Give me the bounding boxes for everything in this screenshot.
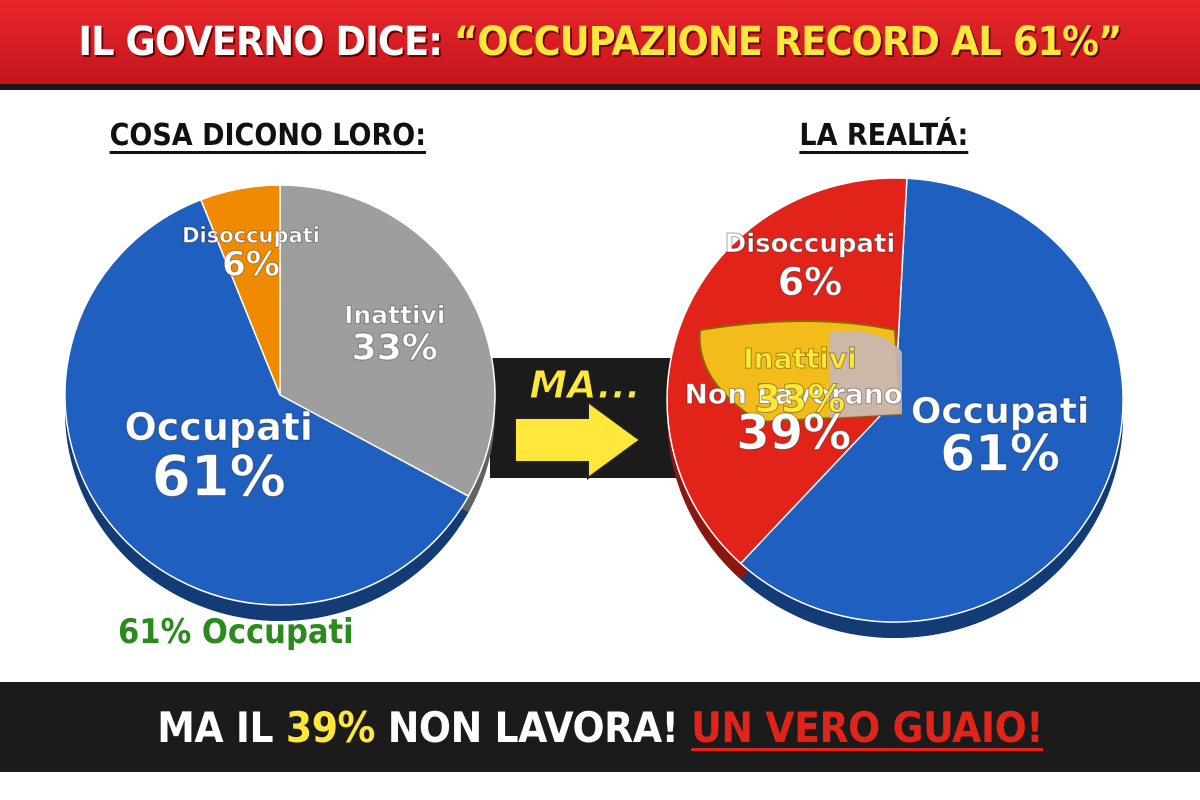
left-slice-occupati: [64, 198, 470, 606]
right-annotation-value-disoccupati: 6%: [778, 260, 843, 304]
bottom-alert: UN VERO GUAIO!: [690, 702, 1043, 752]
left-value-disoccupati: 6%: [222, 244, 280, 284]
header-title-prefix: IL GOVERNO DICE:: [78, 19, 455, 65]
left-slice-inattivi: [279, 184, 496, 498]
left-pie-slices: [64, 184, 496, 606]
bottom-highlight: 39%: [285, 702, 376, 752]
right-annotation-label-disoccupati: Disoccupati: [725, 229, 896, 259]
inattivi-gray-overlay: [830, 330, 902, 418]
left-label-occupati: Occupati: [124, 405, 312, 449]
header-title: IL GOVERNO DICE: “OCCUPAZIONE RECORD AL …: [78, 19, 1122, 65]
header-banner: IL GOVERNO DICE: “OCCUPAZIONE RECORD AL …: [0, 0, 1200, 90]
left-value-inattivi: 33%: [352, 327, 438, 368]
left-value-occupati: 61%: [152, 444, 286, 509]
right-label-non-lavorano: Non Lavorano: [684, 377, 902, 410]
right-value-occupati: 61%: [940, 425, 1060, 483]
left-chart-heading: COSA DICONO LORO:: [109, 118, 426, 153]
left-label-disoccupati: Disoccupati: [182, 223, 320, 247]
bottom-part2: NON LAVORA!: [374, 702, 691, 752]
left-label-inattivi: Inattivi: [344, 301, 445, 330]
bottom-message: MA IL 39% NON LAVORA! UN VERO GUAIO!: [157, 703, 1043, 752]
left-slice-disoccupati: [199, 184, 281, 396]
right-label-occupati: Occupati: [911, 391, 1090, 432]
bottom-banner: MA IL 39% NON LAVORA! UN VERO GUAIO!: [0, 682, 1200, 772]
right-chart-heading: LA REALTÁ:: [799, 118, 969, 153]
bottom-part1: MA IL: [157, 702, 286, 752]
arrow-right-icon: [514, 400, 642, 480]
right-value-non-lavorano: 39%: [736, 405, 851, 461]
arrow-label: MA...: [529, 363, 640, 407]
arrow-band: MA...: [490, 358, 680, 480]
header-title-highlight: “OCCUPAZIONE RECORD AL 61%”: [454, 19, 1122, 65]
right-annotation-label-inattivi: Inattivi: [743, 342, 856, 375]
right-slice-occupati: [739, 177, 1124, 623]
left-footer-label: 61% Occupati: [118, 612, 354, 652]
right-annotation-value-inattivi: 33%: [755, 377, 846, 421]
